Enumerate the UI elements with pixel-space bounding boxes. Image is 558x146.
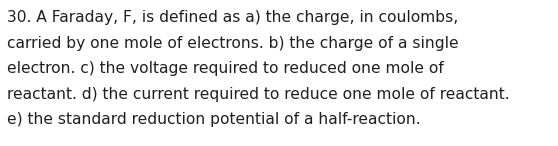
Text: carried by one mole of electrons. b) the charge of a single: carried by one mole of electrons. b) the… [7, 36, 459, 51]
Text: reactant. d) the current required to reduce one mole of reactant.: reactant. d) the current required to red… [7, 87, 510, 102]
Text: electron. c) the voltage required to reduced one mole of: electron. c) the voltage required to red… [7, 61, 444, 76]
Text: e) the standard reduction potential of a half-reaction.: e) the standard reduction potential of a… [7, 112, 421, 127]
Text: 30. A Faraday, F, is defined as a) the charge, in coulombs,: 30. A Faraday, F, is defined as a) the c… [7, 10, 459, 25]
